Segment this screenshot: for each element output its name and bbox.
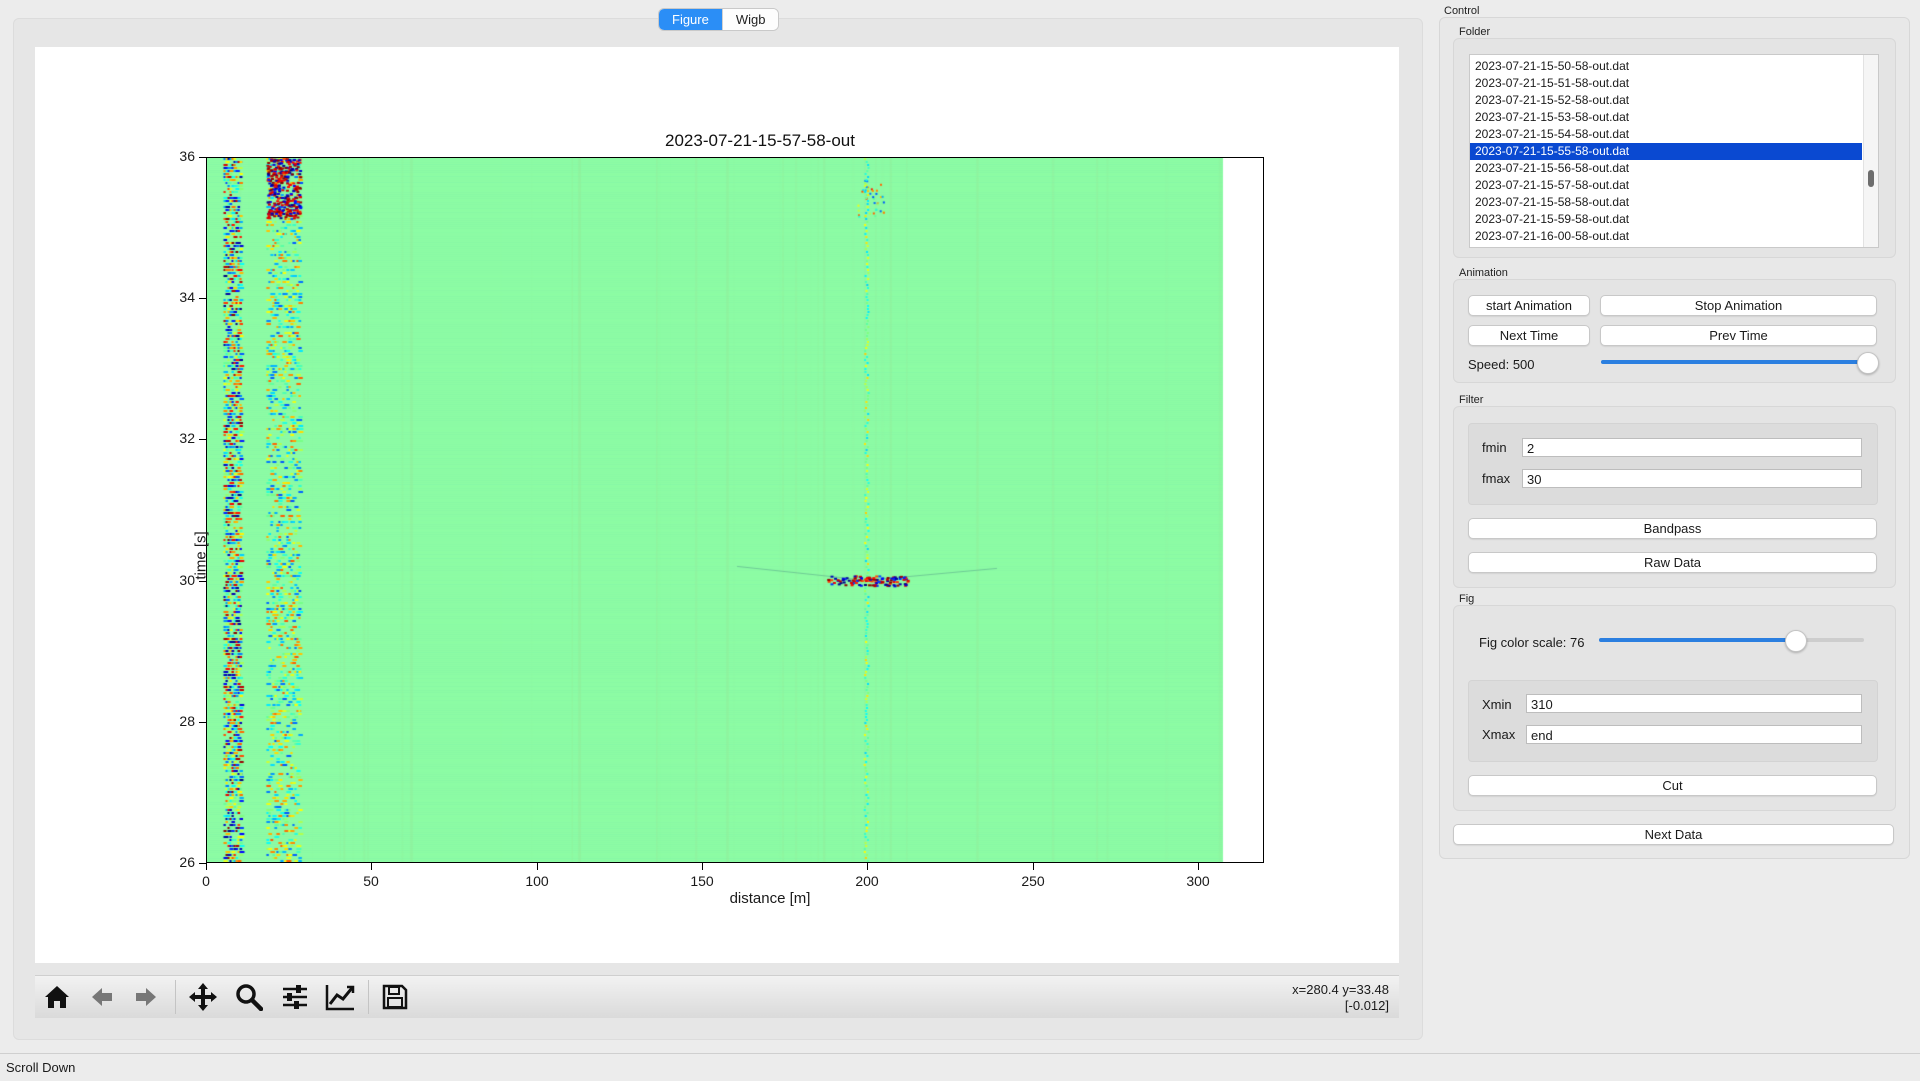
file-list-item[interactable]: 2023-07-21-15-57-58-out.dat (1475, 178, 1630, 192)
file-list-item[interactable]: 2023-07-21-15-51-58-out.dat (1475, 76, 1630, 90)
animation-group-title: Animation (1459, 267, 1508, 279)
y-tick (199, 298, 206, 299)
x-tick-label: 50 (363, 873, 379, 889)
file-list-item[interactable]: 2023-07-21-15-55-58-out.dat (1470, 143, 1862, 160)
fig-color-scale-slider[interactable] (1599, 630, 1864, 652)
file-list-item[interactable]: 2023-07-21-15-56-58-out.dat (1475, 161, 1630, 175)
bandpass-button[interactable]: Bandpass (1468, 518, 1877, 539)
x-tick (1033, 863, 1034, 870)
y-axis-label: time [s] (192, 531, 210, 580)
file-list-item[interactable]: 2023-07-21-15-52-58-out.dat (1475, 93, 1630, 107)
file-list-item[interactable]: 2023-07-21-16-00-58-out.dat (1475, 229, 1630, 243)
fmin-input[interactable]: 2 (1522, 438, 1862, 457)
fmax-input[interactable]: 30 (1522, 469, 1862, 488)
view-tabs: Figure Wigb (659, 9, 779, 30)
toolbar-separator (175, 980, 176, 1014)
filter-range-box (1468, 423, 1878, 505)
x-tick-label: 0 (202, 873, 210, 889)
file-list[interactable]: 2023-07-21-15-50-58-out.dat 2023-07-21-15… (1469, 54, 1879, 248)
x-axis-label: distance [m] (729, 890, 811, 907)
cursor-coordinates: x=280.4 y=33.48 [-0.012] (1292, 982, 1389, 1014)
speed-slider-fill (1601, 360, 1867, 364)
x-tick (702, 863, 703, 870)
home-icon[interactable] (40, 981, 74, 1013)
speed-slider-thumb[interactable] (1857, 352, 1879, 374)
save-icon[interactable] (378, 981, 412, 1013)
scrollbar-thumb[interactable] (1868, 170, 1874, 187)
fmax-label: fmax (1482, 471, 1511, 486)
status-bar: Scroll Down (0, 1053, 1920, 1081)
y-tick-label: 30 (179, 572, 195, 588)
y-tick (199, 863, 206, 864)
x-range-box (1468, 680, 1878, 762)
y-tick-label: 26 (179, 854, 195, 870)
y-tick (199, 439, 206, 440)
raw-data-button[interactable]: Raw Data (1468, 552, 1877, 573)
x-tick-label: 200 (855, 873, 879, 889)
zoom-icon[interactable] (232, 981, 266, 1013)
x-tick (867, 863, 868, 870)
next-data-button[interactable]: Next Data (1453, 824, 1894, 845)
file-list-item[interactable]: 2023-07-21-15-59-58-out.dat (1475, 212, 1630, 226)
control-group-title: Control (1444, 5, 1480, 17)
navigation-toolbar: x=280.4 y=33.48 [-0.012] (35, 975, 1399, 1018)
next-time-button[interactable]: Next Time (1468, 325, 1590, 346)
x-tick (371, 863, 372, 870)
file-list-scrollbar[interactable] (1863, 55, 1878, 247)
color-scale-fill (1599, 638, 1795, 642)
stop-animation-button[interactable]: Stop Animation (1600, 295, 1877, 316)
edit-axis-icon[interactable] (323, 981, 357, 1013)
x-tick (537, 863, 538, 870)
start-animation-button[interactable]: start Animation (1468, 295, 1590, 316)
speed-slider[interactable] (1601, 352, 1879, 374)
speed-label: Speed: 500 (1468, 357, 1535, 372)
figure-canvas[interactable]: 2023-07-21-15-57-58-out 26 28 30 32 34 3… (35, 47, 1399, 963)
y-tick (199, 157, 206, 158)
heatmap-image (207, 158, 1228, 862)
y-tick-label: 28 (179, 713, 195, 729)
xmax-label: Xmax (1482, 727, 1516, 742)
file-list-item[interactable]: 2023-07-21-15-58-58-out.dat (1475, 195, 1630, 209)
x-tick-label: 150 (690, 873, 714, 889)
filter-group-title: Filter (1459, 394, 1484, 406)
tab-wigb[interactable]: Wigb (721, 9, 779, 30)
toolbar-separator (368, 980, 369, 1014)
file-list-item[interactable]: 2023-07-21-15-54-58-out.dat (1475, 127, 1630, 141)
x-tick (206, 863, 207, 870)
y-tick-label: 34 (179, 289, 195, 305)
y-tick (199, 722, 206, 723)
xmin-label: Xmin (1482, 697, 1512, 712)
x-tick-label: 300 (1186, 873, 1210, 889)
configure-subplots-icon[interactable] (278, 981, 312, 1013)
plot-title: 2023-07-21-15-57-58-out (665, 131, 855, 150)
fig-color-scale-label: Fig color scale: 76 (1479, 635, 1585, 650)
cut-button[interactable]: Cut (1468, 775, 1877, 796)
folder-group-title: Folder (1459, 26, 1491, 38)
coord-xy: x=280.4 y=33.48 (1292, 982, 1389, 997)
tab-figure[interactable]: Figure (659, 9, 722, 30)
forward-arrow-icon[interactable] (129, 981, 163, 1013)
plot-axes[interactable] (206, 157, 1264, 863)
file-list-item[interactable]: 2023-07-21-15-53-58-out.dat (1475, 110, 1630, 124)
x-tick-label: 250 (1021, 873, 1045, 889)
file-list-item[interactable]: 2023-07-21-15-50-58-out.dat (1475, 59, 1630, 73)
back-arrow-icon[interactable] (85, 981, 119, 1013)
status-text: Scroll Down (6, 1060, 76, 1075)
y-tick (199, 581, 206, 582)
x-tick (1198, 863, 1199, 870)
prev-time-button[interactable]: Prev Time (1600, 325, 1877, 346)
x-tick-label: 100 (525, 873, 549, 889)
xmin-input[interactable]: 310 (1526, 694, 1862, 713)
color-scale-thumb[interactable] (1785, 630, 1807, 652)
coord-value: [-0.012] (1344, 998, 1389, 1013)
fig-group-title: Fig (1459, 593, 1475, 605)
xmax-input[interactable]: end (1526, 725, 1862, 744)
pan-icon[interactable] (186, 981, 220, 1013)
y-tick-label: 32 (179, 430, 195, 446)
y-tick-label: 36 (179, 148, 195, 164)
fmin-label: fmin (1482, 440, 1507, 455)
